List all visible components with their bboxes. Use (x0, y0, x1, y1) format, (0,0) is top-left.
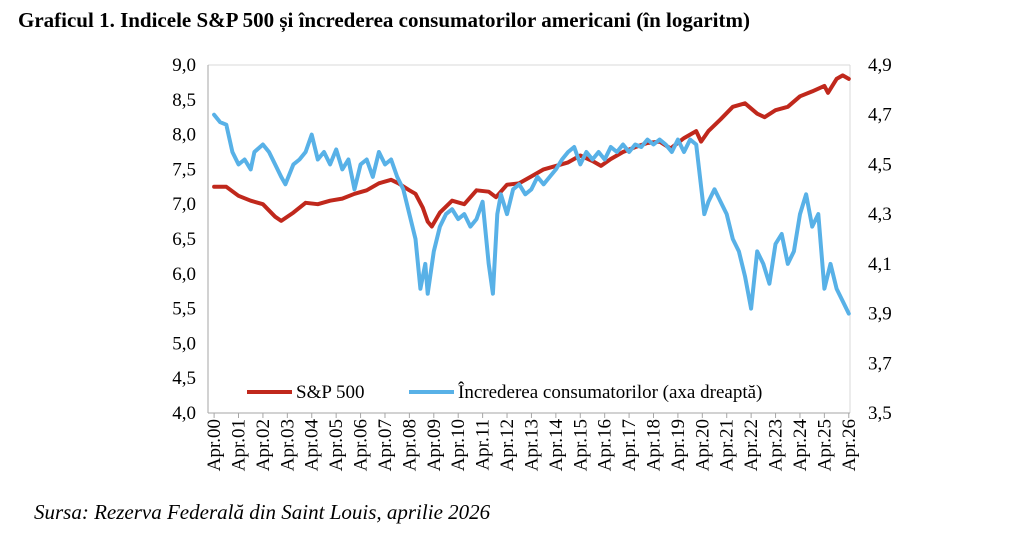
sp500-line (212, 73, 851, 229)
right-axis-tick-label: 4,5 (868, 154, 892, 175)
x-axis-tick-label: Apr.04 (302, 419, 323, 472)
right-axis-tick-label: 4,3 (868, 204, 892, 225)
right-axis-tick-label: 3,5 (868, 403, 892, 424)
x-axis-tick-label: Apr.13 (521, 419, 542, 471)
x-axis-tick-label: Apr.21 (717, 419, 738, 471)
left-axis-tick-label: 7,5 (172, 159, 196, 180)
x-axis-tick-label: Apr.15 (570, 419, 591, 471)
right-axis-tick-label: 4,9 (868, 55, 892, 76)
left-axis-tick-label: 8,0 (172, 125, 196, 146)
left-axis-tick-label: 9,0 (172, 55, 196, 76)
x-axis-tick-label: Apr.12 (497, 419, 518, 471)
x-axis-tick-label: Apr.22 (741, 419, 762, 471)
x-axis-tick-label: Apr.19 (668, 419, 689, 471)
x-axis-tick-label: Apr.00 (204, 419, 225, 471)
right-axis-tick-label: 3,7 (868, 353, 892, 374)
left-axis-tick-label: 7,0 (172, 194, 196, 215)
x-axis-tick-label: Apr.23 (766, 419, 787, 471)
left-axis-tick-label: 8,5 (172, 90, 196, 111)
left-axis-tick-label: 4,5 (172, 368, 196, 389)
x-axis-tick-label: Apr.02 (253, 419, 274, 471)
left-axis-tick-label: 5,5 (172, 299, 196, 320)
x-axis-tick-label: Apr.05 (326, 419, 347, 471)
x-axis-tick-label: Apr.07 (375, 419, 396, 471)
left-axis-tick-label: 4,0 (172, 403, 196, 424)
x-axis-tick-label: Apr.26 (839, 419, 860, 471)
right-axis-tick-label: 4,7 (868, 105, 892, 126)
plot-area: 4,0 4,5 5,0 5,5 6,0 6,5 7,0 7,5 8,0 8,5 9,0 3,5 3,7 3… (172, 55, 892, 471)
x-axis-tick-label: Apr.20 (692, 419, 713, 471)
x-axis-tick-label: Apr.18 (643, 419, 664, 471)
right-axis-tick-label: 4,1 (868, 254, 892, 275)
consumer-confidence-line (212, 112, 851, 316)
left-axis-tick-label: 6,0 (172, 264, 196, 285)
chart-title: Graficul 1. Indicele S&P 500 și încreder… (18, 8, 750, 32)
left-axis-tick-label: 5,0 (172, 333, 196, 354)
x-axis-tick-label: Apr.17 (619, 419, 640, 471)
x-axis-tick-label: Apr.03 (277, 419, 298, 471)
legend-label-sp500: S&P 500 (296, 382, 364, 403)
x-axis-tick-label: Apr.16 (595, 419, 616, 471)
x-axis-tick-label: Apr.24 (790, 419, 811, 472)
x-axis-tick-label: Apr.25 (814, 419, 835, 471)
legend-label-consumer-confidence: Încrederea consumatorilor (axa dreaptă) (458, 381, 762, 403)
x-axis-tick-label: Apr.14 (546, 419, 567, 472)
x-axis-tick-label: Apr.10 (448, 419, 469, 471)
source-note: Sursa: Rezerva Federală din Saint Louis,… (34, 500, 491, 524)
x-axis-tick-label: Apr.08 (399, 419, 420, 471)
x-axis-tick-label: Apr.11 (473, 419, 494, 471)
x-axis-tick-label: Apr.09 (424, 419, 445, 471)
right-axis-tick-label: 3,9 (868, 304, 892, 325)
x-axis-tick-label: Apr.01 (229, 419, 250, 471)
x-axis-tick-label: Apr.06 (351, 419, 372, 471)
left-axis-tick-label: 6,5 (172, 229, 196, 250)
